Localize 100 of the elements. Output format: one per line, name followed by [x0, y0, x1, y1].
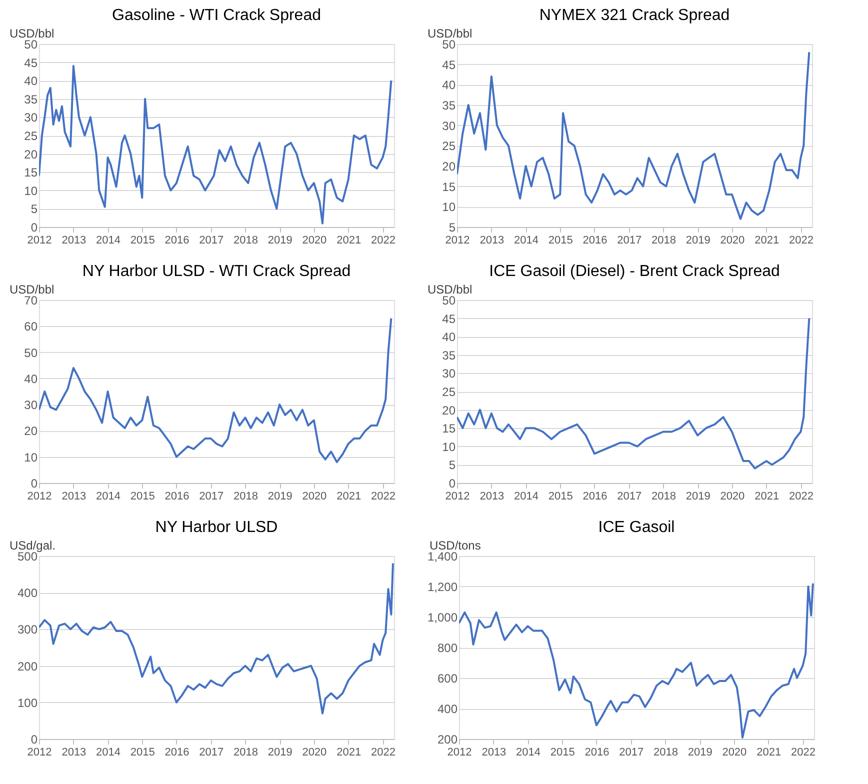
y-tick-label: 45: [24, 56, 38, 70]
y-tick-label: 30: [24, 110, 38, 125]
x-tick-label: 2013: [482, 746, 506, 758]
y-tick-label: 600: [437, 672, 458, 686]
y-tick-label: 5: [448, 458, 456, 472]
x-tick-label: 2021: [756, 746, 782, 758]
x-tick-label: 2012: [27, 746, 52, 758]
x-tick-label: 2013: [62, 234, 86, 246]
y-tick-label: 50: [442, 294, 456, 308]
y-tick-label: 50: [442, 38, 456, 52]
x-tick-label: 2012: [445, 234, 470, 246]
x-tick-label: 2018: [652, 234, 676, 246]
x-tick-label: 2022: [370, 234, 396, 246]
x-tick-label: 2016: [164, 746, 190, 758]
x-tick-label: 2020: [722, 746, 747, 758]
y-tick-label: 5: [30, 202, 38, 216]
y-tick-label: 300: [17, 622, 38, 637]
x-tick-label: 2013: [480, 490, 504, 502]
x-tick-label: 2020: [720, 234, 745, 246]
x-tick-label: 2020: [302, 490, 327, 502]
y-tick-label: 40: [442, 78, 456, 92]
y-tick-label: 100: [17, 696, 38, 710]
y-tick-label: 35: [442, 98, 456, 112]
y-tick-label: 15: [24, 166, 38, 180]
y-tick-label: 45: [442, 312, 456, 326]
x-tick-label: 2017: [199, 490, 224, 502]
y-tick-label: 1,000: [427, 610, 458, 624]
y-tick-label: 400: [17, 586, 38, 600]
y-tick-label: 10: [442, 200, 456, 214]
line-series: [457, 51, 810, 220]
x-tick-label: 2022: [370, 490, 396, 502]
x-tick-label: 2015: [130, 234, 155, 246]
x-tick-label: 2021: [336, 746, 362, 758]
y-tick-label: 40: [24, 372, 38, 386]
x-tick-label: 2013: [480, 234, 504, 246]
x-tick-label: 2019: [268, 234, 292, 246]
x-tick-label: 2019: [688, 746, 712, 758]
x-tick-label: 2015: [130, 746, 155, 758]
x-tick-label: 2014: [516, 746, 541, 758]
x-tick-label: 2019: [268, 746, 292, 758]
x-tick-label: 2013: [62, 490, 86, 502]
x-tick-label: 2015: [548, 234, 573, 246]
x-tick-label: 2019: [686, 234, 710, 246]
y-tick-label: 0: [448, 476, 456, 490]
y-tick-label: 5: [448, 220, 456, 234]
y-axis-title: USD/bbl: [428, 26, 472, 40]
x-tick-label: 2017: [619, 746, 644, 758]
x-tick-label: 2021: [754, 490, 780, 502]
x-tick-label: 2017: [617, 234, 642, 246]
x-tick-label: 2017: [199, 234, 224, 246]
y-tick-label: 10: [442, 440, 456, 454]
chart-title: NYMEX 321 Crack Spread: [539, 7, 730, 24]
y-tick-label: 45: [442, 58, 456, 72]
y-tick-label: 60: [24, 320, 38, 334]
y-axis-title: USD/bbl: [428, 282, 472, 296]
x-tick-label: 2012: [27, 234, 52, 246]
y-tick-label: 20: [24, 424, 38, 438]
y-tick-label: 400: [437, 702, 458, 716]
x-tick-label: 2015: [548, 490, 573, 502]
chart-title: NY Harbor ULSD - WTI Crack Spread: [82, 263, 351, 280]
x-tick-label: 2022: [788, 490, 814, 502]
x-tick-label: 2020: [720, 490, 745, 502]
y-tick-label: 200: [437, 732, 458, 746]
y-tick-label: 1,200: [427, 580, 458, 594]
x-tick-label: 2012: [447, 746, 472, 758]
line-series: [39, 317, 392, 464]
y-tick-label: 40: [24, 74, 38, 88]
y-axis-title: USD/bbl: [10, 26, 54, 40]
x-tick-label: 2015: [130, 490, 155, 502]
y-tick-label: 35: [24, 92, 38, 106]
y-tick-label: 1,400: [427, 550, 458, 564]
y-tick-label: 10: [24, 184, 38, 198]
y-tick-label: 500: [17, 550, 38, 564]
x-tick-label: 2022: [370, 746, 396, 758]
x-tick-label: 2022: [790, 746, 816, 758]
x-tick-label: 2012: [27, 490, 52, 502]
y-tick-label: 0: [30, 732, 38, 746]
y-axis-title: USd/gal.: [10, 538, 56, 552]
y-tick-label: 15: [442, 422, 456, 436]
chart-title: ICE Gasoil (Diesel) - Brent Crack Spread: [489, 263, 780, 280]
x-tick-label: 2013: [62, 746, 86, 758]
x-tick-label: 2017: [199, 746, 224, 758]
y-tick-label: 20: [24, 147, 38, 162]
x-tick-label: 2018: [234, 746, 258, 758]
y-tick-label: 50: [24, 346, 38, 360]
y-tick-label: 35: [442, 348, 456, 362]
x-tick-label: 2014: [96, 234, 121, 246]
y-tick-label: 20: [442, 160, 456, 174]
y-tick-label: 40: [442, 330, 456, 344]
chart-title: NY Harbor ULSD: [155, 519, 278, 536]
line-series: [457, 317, 810, 470]
x-tick-label: 2017: [617, 490, 642, 502]
y-tick-label: 30: [442, 118, 456, 133]
line-series: [39, 562, 394, 714]
x-tick-label: 2020: [302, 234, 327, 246]
x-tick-label: 2016: [582, 234, 608, 246]
x-tick-label: 2020: [302, 746, 327, 758]
x-tick-label: 2019: [268, 490, 292, 502]
x-tick-label: 2016: [164, 234, 190, 246]
x-tick-label: 2014: [514, 490, 539, 502]
